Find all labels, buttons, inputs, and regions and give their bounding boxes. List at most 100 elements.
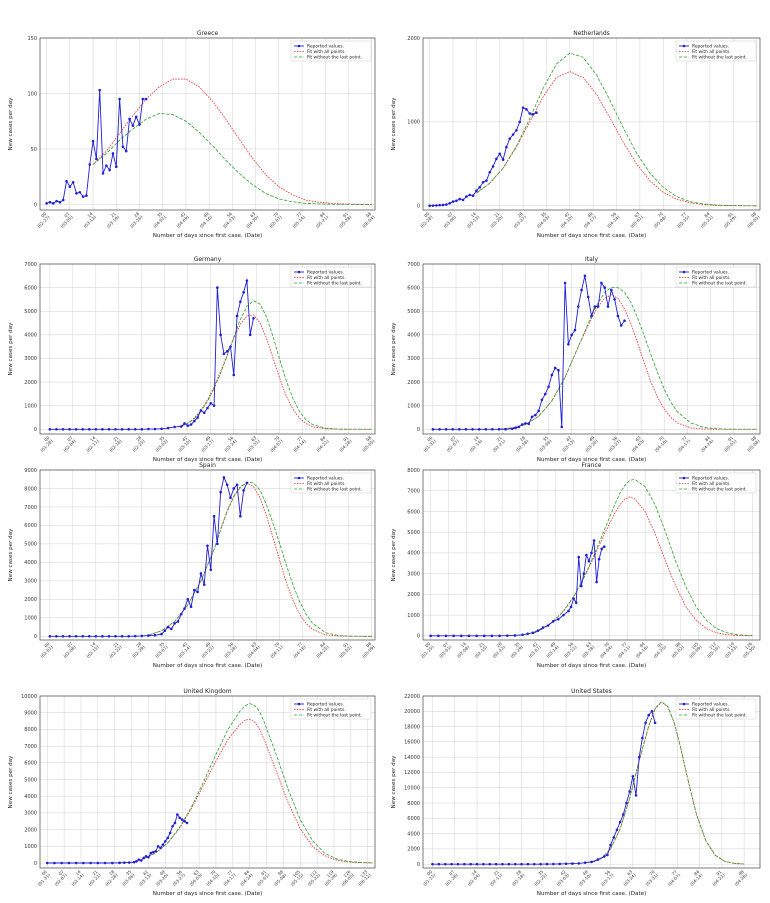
- data-point: [647, 713, 651, 717]
- data-point: [448, 201, 451, 205]
- y-tick-label: 0: [417, 634, 420, 640]
- legend: Reported values.Fit with all points.Fit …: [290, 266, 372, 288]
- legend-label: Fit with all points.: [692, 275, 731, 281]
- y-tick-label: 18000: [404, 724, 420, 730]
- legend-label: Reported values.: [307, 702, 344, 708]
- y-tick-label: 6000: [407, 816, 420, 822]
- x-axis-label: Number of days since first case. (Date): [153, 233, 263, 239]
- x-tick-day: 112: [309, 869, 318, 878]
- x-tick: 91(04-28): [338, 435, 353, 453]
- legend: Reported values.Fit with all points.Fit …: [290, 698, 372, 720]
- x-tick-day: 28: [135, 641, 143, 649]
- x-tick-day: 42: [531, 641, 539, 649]
- x-tick: 28(02-29): [131, 641, 146, 659]
- data-point: [219, 333, 222, 337]
- data-point: [114, 165, 118, 169]
- data-point: [459, 634, 463, 638]
- x-tick-day: 07: [66, 641, 74, 649]
- x-tick: 07(02-04): [62, 435, 77, 453]
- x-tick-day: 35: [542, 435, 550, 443]
- data-point: [528, 112, 532, 115]
- data-point: [114, 427, 117, 431]
- data-point: [153, 427, 157, 431]
- data-point: [606, 305, 610, 308]
- data-point: [443, 862, 447, 866]
- series-line-2: [532, 478, 753, 637]
- legend-label: Fit without the last point.: [692, 713, 747, 719]
- x-tick-day: 07: [442, 641, 450, 649]
- x-tick-day: 07: [448, 869, 456, 877]
- legend-label: Fit with all points.: [307, 481, 346, 487]
- x-tick: 00(01-31): [422, 435, 437, 453]
- data-point: [595, 580, 598, 584]
- y-tick-label: 8000: [24, 486, 37, 492]
- x-tick: 112(05-22): [307, 869, 322, 887]
- legend-marker: [682, 476, 686, 480]
- data-point: [141, 97, 145, 101]
- data-point: [61, 198, 65, 202]
- data-point: [577, 555, 581, 559]
- plot-frame: [422, 469, 761, 641]
- data-point: [602, 855, 606, 858]
- data-point: [127, 635, 130, 638]
- data-point: [81, 635, 84, 638]
- data-point: [216, 542, 219, 546]
- data-point: [567, 342, 570, 346]
- series-line-0: [46, 90, 147, 204]
- x-tick-day: 00: [43, 435, 51, 443]
- x-tick: 42(04-10): [559, 211, 574, 229]
- data-point: [464, 427, 468, 431]
- legend-label: Fit with all points.: [307, 49, 346, 55]
- data-point: [526, 632, 529, 636]
- data-point: [118, 861, 121, 865]
- y-tick-label: 4000: [24, 794, 37, 800]
- data-point: [467, 634, 471, 638]
- data-point: [45, 202, 48, 205]
- legend: Reported values.Fit with all points.Fit …: [290, 472, 372, 494]
- legend-label: Fit without the last point.: [307, 487, 362, 493]
- series-line-2: [92, 113, 372, 205]
- x-tick: 70(05-07): [268, 211, 283, 229]
- data-point: [166, 426, 170, 430]
- x-tick-day: 14: [89, 435, 97, 443]
- x-tick: 98(05-02): [670, 641, 685, 659]
- data-point: [94, 427, 98, 431]
- data-point: [133, 634, 137, 638]
- x-tick-day: 49: [588, 435, 596, 443]
- x-tick: 35(02-29): [510, 641, 525, 659]
- x-tick: 126(05-30): [742, 641, 757, 659]
- data-point: [597, 557, 601, 561]
- data-point: [168, 831, 172, 835]
- x-tick: 07(03-06): [443, 211, 458, 229]
- data-point: [451, 200, 455, 203]
- data-point: [245, 279, 249, 282]
- data-point: [520, 423, 524, 426]
- x-tick: 42(03-13): [561, 435, 576, 453]
- x-tick-day: 63: [192, 869, 200, 877]
- data-point: [140, 634, 144, 638]
- data-point: [435, 204, 438, 207]
- data-point: [613, 298, 616, 301]
- data-point: [429, 634, 432, 638]
- x-tick: 91(05-01): [256, 869, 271, 887]
- data-point: [507, 862, 511, 866]
- legend-marker: [297, 702, 301, 706]
- x-tick: 49(03-21): [200, 641, 215, 659]
- x-tick-day: 119: [726, 641, 735, 650]
- x-tick-day: 00: [41, 869, 49, 877]
- legend-box: [675, 698, 757, 720]
- x-tick-day: 70: [273, 435, 281, 443]
- x-tick: 21(02-21): [87, 869, 102, 887]
- data-point: [95, 157, 98, 161]
- x-tick: 07(02-08): [62, 641, 77, 659]
- legend-label: Fit without the last point.: [307, 55, 362, 61]
- y-tick-label: 0: [34, 202, 37, 208]
- x-tick: 63(04-03): [631, 435, 646, 453]
- x-tick-day: 77: [226, 869, 234, 877]
- data-point: [481, 181, 485, 184]
- data-point: [498, 152, 502, 156]
- y-tick-label: 12000: [404, 770, 420, 776]
- chart-title: Germany: [194, 256, 222, 263]
- y-tick-label: 2000: [24, 827, 37, 833]
- plot-frame: [39, 263, 376, 435]
